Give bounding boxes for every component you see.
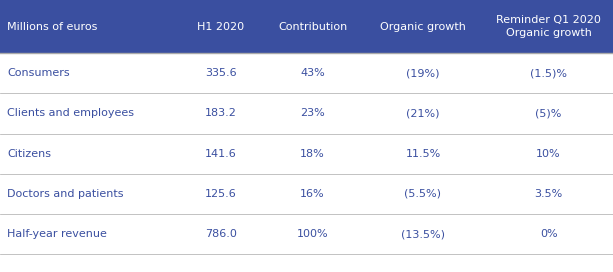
- Text: 100%: 100%: [297, 229, 329, 239]
- Text: Millions of euros: Millions of euros: [7, 21, 97, 32]
- Text: 11.5%: 11.5%: [405, 149, 441, 159]
- Text: 183.2: 183.2: [205, 109, 237, 118]
- Text: 10%: 10%: [536, 149, 561, 159]
- Bar: [0, 93, 613, 134]
- Text: (13.5%): (13.5%): [401, 229, 445, 239]
- Text: (21%): (21%): [406, 109, 440, 118]
- Text: 3.5%: 3.5%: [535, 189, 563, 199]
- Bar: [0, 134, 613, 174]
- Text: 786.0: 786.0: [205, 229, 237, 239]
- Text: 23%: 23%: [300, 109, 325, 118]
- Text: H1 2020: H1 2020: [197, 21, 244, 32]
- Text: 141.6: 141.6: [205, 149, 237, 159]
- Text: (5)%: (5)%: [535, 109, 562, 118]
- Text: Citizens: Citizens: [7, 149, 51, 159]
- Text: Consumers: Consumers: [7, 68, 70, 78]
- Text: 335.6: 335.6: [205, 68, 237, 78]
- Text: (19%): (19%): [406, 68, 440, 78]
- Text: Half-year revenue: Half-year revenue: [7, 229, 107, 239]
- Bar: [0, 214, 613, 254]
- Text: Contribution: Contribution: [278, 21, 347, 32]
- Text: 43%: 43%: [300, 68, 325, 78]
- Text: 18%: 18%: [300, 149, 325, 159]
- Text: Organic growth: Organic growth: [380, 21, 466, 32]
- Text: (1.5)%: (1.5)%: [530, 68, 567, 78]
- Text: 0%: 0%: [540, 229, 557, 239]
- Text: 125.6: 125.6: [205, 189, 237, 199]
- Text: 16%: 16%: [300, 189, 325, 199]
- Text: Reminder Q1 2020
Organic growth: Reminder Q1 2020 Organic growth: [496, 15, 601, 38]
- Bar: [0, 0, 613, 53]
- Text: Doctors and patients: Doctors and patients: [7, 189, 124, 199]
- Text: (5.5%): (5.5%): [405, 189, 441, 199]
- Bar: [0, 53, 613, 93]
- Bar: [0, 174, 613, 214]
- Text: Clients and employees: Clients and employees: [7, 109, 134, 118]
